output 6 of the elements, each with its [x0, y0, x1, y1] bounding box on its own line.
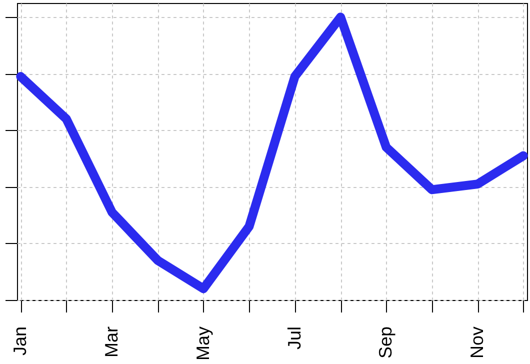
x-tick-label: May [192, 326, 213, 361]
x-tick-label: Jul [284, 326, 304, 350]
x-tick-label: Nov [467, 326, 488, 359]
x-tick-label: Sep [376, 326, 396, 359]
x-tick-label: Mar [102, 326, 122, 358]
x-tick-label: Jan [10, 326, 30, 356]
